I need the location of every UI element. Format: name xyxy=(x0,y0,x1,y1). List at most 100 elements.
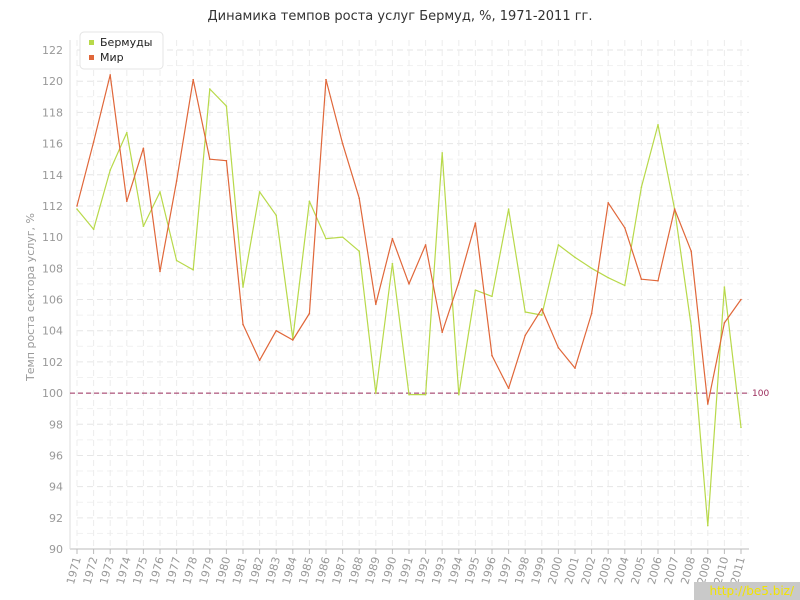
data-point xyxy=(242,323,244,326)
data-point xyxy=(657,279,659,282)
data-point xyxy=(225,105,228,107)
data-point xyxy=(375,303,377,305)
data-point xyxy=(292,339,294,341)
data-point xyxy=(524,311,526,313)
data-point xyxy=(640,186,643,189)
data-point xyxy=(541,314,543,316)
data-point xyxy=(590,267,593,270)
data-point xyxy=(358,250,361,252)
data-point xyxy=(341,142,344,145)
data-point xyxy=(524,334,526,337)
data-point xyxy=(209,88,211,90)
data-point xyxy=(325,78,327,81)
data-point xyxy=(474,289,477,291)
data-point xyxy=(175,259,178,262)
y-tick-label: 110 xyxy=(42,231,63,244)
data-point xyxy=(640,278,643,281)
data-point xyxy=(142,147,145,150)
data-point xyxy=(408,283,410,285)
y-tick-label: 114 xyxy=(42,169,63,182)
series-lines xyxy=(76,74,742,527)
data-point xyxy=(308,312,311,315)
legend: Бермуды Мир xyxy=(79,31,164,70)
data-point xyxy=(673,208,676,210)
data-point xyxy=(142,225,145,228)
y-tick-label: 104 xyxy=(42,325,63,338)
data-point xyxy=(740,426,742,429)
y-tick-label: 92 xyxy=(49,512,63,525)
data-point xyxy=(624,226,626,229)
y-tick-label: 112 xyxy=(42,200,63,213)
data-point xyxy=(341,236,344,238)
data-point xyxy=(391,237,394,240)
reference-line-group: 100 xyxy=(70,389,769,399)
data-point xyxy=(723,286,726,288)
reference-line-label: 100 xyxy=(752,389,769,399)
data-point xyxy=(424,244,427,246)
y-tick-label: 122 xyxy=(42,44,63,57)
y-tick-label: 96 xyxy=(49,449,63,462)
data-point xyxy=(358,197,361,199)
data-point xyxy=(690,250,692,252)
data-point xyxy=(225,159,228,162)
data-point xyxy=(391,262,394,265)
axes xyxy=(69,40,749,554)
data-point xyxy=(242,286,244,288)
y-tick-label: 116 xyxy=(42,138,63,151)
data-point xyxy=(308,200,311,203)
data-point xyxy=(507,208,510,210)
data-point xyxy=(458,393,460,396)
data-point xyxy=(159,270,161,273)
data-point xyxy=(375,392,377,394)
legend-swatch xyxy=(89,55,94,60)
data-point xyxy=(258,191,261,193)
legend-label: Мир xyxy=(100,51,124,64)
y-tick-labels: 90 92 94 96 98 100 102 104 106 108 110 112 114 116 118… xyxy=(42,44,63,556)
data-point xyxy=(607,276,609,279)
data-point xyxy=(491,295,493,298)
y-tick-label: 100 xyxy=(42,387,63,400)
y-tick-label: 94 xyxy=(49,481,63,494)
data-point xyxy=(258,359,261,362)
data-point xyxy=(441,331,444,334)
data-point xyxy=(126,200,128,203)
chart-title: Динамика темпов роста услуг Бермуд, %, 1… xyxy=(207,9,593,24)
data-point xyxy=(209,158,211,160)
data-point xyxy=(275,214,278,217)
y-tick-label: 106 xyxy=(42,294,63,307)
grid xyxy=(76,40,749,549)
data-point xyxy=(574,256,576,259)
data-point xyxy=(408,393,410,396)
data-point xyxy=(175,180,178,182)
data-point xyxy=(159,191,161,193)
y-tick-label: 120 xyxy=(42,75,63,88)
y-tick-label: 90 xyxy=(49,543,63,556)
data-point xyxy=(590,312,593,315)
data-point xyxy=(92,228,95,231)
y-tick-label: 98 xyxy=(49,418,63,431)
data-point xyxy=(325,237,327,240)
data-point xyxy=(76,208,78,210)
data-point xyxy=(690,325,692,327)
data-point xyxy=(275,329,278,332)
y-tick-label: 108 xyxy=(42,262,63,275)
data-point xyxy=(707,403,709,405)
data-point xyxy=(507,387,510,390)
data-point xyxy=(192,269,194,271)
data-point xyxy=(126,131,128,134)
y-tick-label: 118 xyxy=(42,106,63,119)
data-point xyxy=(458,281,460,284)
watermark-text: http://be5.biz/ xyxy=(709,584,794,598)
data-point xyxy=(574,367,576,369)
data-point xyxy=(657,124,659,126)
data-point xyxy=(607,202,609,204)
y-tick-label: 102 xyxy=(42,356,63,369)
legend-label: Бермуды xyxy=(100,36,152,49)
legend-swatch xyxy=(89,40,94,45)
data-point xyxy=(557,347,560,349)
data-point xyxy=(740,298,742,301)
legend-box xyxy=(79,31,164,70)
data-point xyxy=(624,284,626,287)
x-tick-labels: 1971197219731974197519761977197819791980… xyxy=(64,555,748,585)
